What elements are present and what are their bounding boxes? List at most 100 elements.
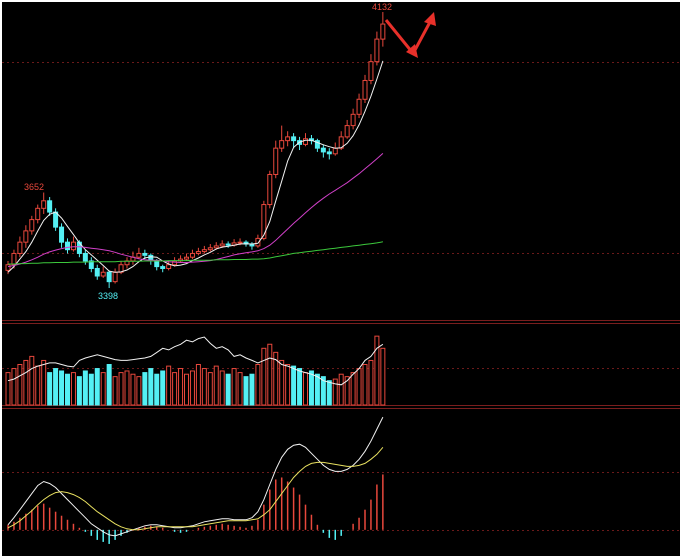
candle-body <box>136 252 142 258</box>
candle-body <box>112 271 118 283</box>
volume-bar <box>308 370 314 406</box>
candle-body <box>273 147 279 175</box>
volume-bar <box>5 372 11 406</box>
volume-bar <box>47 372 53 406</box>
volume-bar <box>338 373 344 406</box>
candle-body <box>94 267 100 277</box>
candle-body <box>225 243 231 246</box>
volume-bar <box>23 359 29 406</box>
candle-body <box>255 237 261 247</box>
candle-body <box>237 241 243 244</box>
candle-body <box>362 79 368 100</box>
volume-bar <box>374 335 380 406</box>
annotation-arrows <box>384 12 436 58</box>
candle-body <box>5 264 11 271</box>
candle-body <box>356 98 362 115</box>
candle-body <box>160 266 166 269</box>
indicator-line <box>7 336 384 386</box>
candle-body <box>350 113 356 127</box>
candle-body <box>166 264 172 269</box>
volume-bar <box>291 365 297 406</box>
volume-bar <box>76 376 82 406</box>
candle-body <box>23 230 29 243</box>
volume-bar <box>219 370 225 406</box>
volume-bar <box>344 376 350 406</box>
volume-bar <box>178 368 184 406</box>
arrow-line <box>384 19 414 53</box>
volume-bar <box>201 368 207 406</box>
volume-bar <box>297 368 303 406</box>
volume-bar <box>326 380 332 406</box>
candle-body <box>219 243 225 247</box>
candle-body <box>344 125 350 138</box>
candle-body <box>47 200 53 213</box>
volume-bar <box>267 343 273 406</box>
volume-bar <box>172 372 178 406</box>
volume-bar <box>261 347 267 406</box>
volume-bar <box>249 373 255 406</box>
volume-bar <box>41 359 47 406</box>
candle-body <box>201 249 207 253</box>
candle-body <box>59 226 65 243</box>
arrow-line <box>413 21 432 51</box>
low-label: 3398 <box>98 291 118 301</box>
candle-body <box>11 252 17 266</box>
candle-body <box>279 140 285 149</box>
volume-bar <box>380 347 386 406</box>
indicator-line <box>7 60 384 273</box>
volume-bar <box>314 373 320 406</box>
candle-body <box>314 140 320 149</box>
candle-body <box>320 147 326 153</box>
candle-body <box>267 173 273 206</box>
candle-body <box>53 211 59 228</box>
candle-body <box>213 245 219 249</box>
volume-bar <box>106 364 112 406</box>
volume-bar <box>189 370 195 406</box>
high-label: 4132 <box>372 2 392 12</box>
candle-body <box>106 271 112 283</box>
volume-bar <box>11 368 17 406</box>
volume-bar <box>82 370 88 406</box>
candle-body <box>142 252 148 256</box>
volume-bar <box>112 376 118 406</box>
volume-bar <box>368 359 374 406</box>
volume-bar <box>255 364 261 406</box>
volume-bar <box>160 370 166 406</box>
candle-body <box>65 241 70 251</box>
volume-bar <box>303 372 308 406</box>
dashed-guides <box>2 62 680 531</box>
volume-bar <box>29 355 35 406</box>
candle-body <box>374 38 380 63</box>
volume-bar <box>130 373 136 406</box>
candle-body <box>70 241 76 251</box>
volume-bar <box>154 373 160 406</box>
volume-bar <box>320 376 326 406</box>
candle-body <box>189 252 195 258</box>
volume-bar <box>237 372 243 406</box>
volume-bar <box>65 373 70 406</box>
candle-body <box>154 260 160 268</box>
volume-bar <box>100 372 106 406</box>
high-label: 3652 <box>24 182 44 192</box>
candle-body <box>261 204 267 239</box>
volume-bar <box>356 368 362 406</box>
volume-bar <box>231 368 237 406</box>
volume-bar <box>124 370 130 406</box>
volume-bar <box>350 372 356 406</box>
candle-body <box>380 23 386 40</box>
volume-bar <box>225 373 231 406</box>
candle-body <box>332 147 338 155</box>
volume-bar <box>59 370 65 406</box>
indicator-line <box>7 153 384 268</box>
volume-bar <box>166 365 172 406</box>
volume-bar <box>362 364 368 406</box>
candle-body <box>207 247 213 251</box>
volume-bar <box>207 372 213 406</box>
volume-bar <box>273 351 279 406</box>
volume-bar <box>70 372 76 406</box>
candle-body <box>291 136 297 142</box>
volume-bar <box>285 364 291 406</box>
indicator-line <box>8 241 383 265</box>
volume-bar <box>195 364 201 406</box>
